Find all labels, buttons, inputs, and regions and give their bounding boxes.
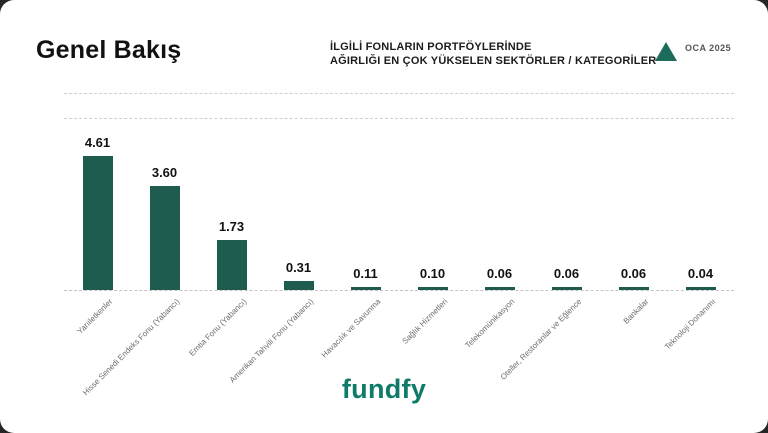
bar xyxy=(82,156,113,290)
triangle-logo-icon xyxy=(655,42,677,61)
bar-value-label: 3.60 xyxy=(151,164,178,180)
bar-column: 0.31 Amerikan Tahvili Fonu (Yabancı) xyxy=(227,80,332,385)
bar-column: 1.73 Emtia Fonu (Yabancı) xyxy=(187,80,265,358)
gridline xyxy=(64,93,734,94)
page-title: Genel Bakış xyxy=(36,36,182,64)
bar-value-label: 0.31 xyxy=(285,260,312,276)
bar xyxy=(551,287,582,290)
bar-column: 0.10 Sağlık Hizmetleri xyxy=(399,80,466,346)
bar xyxy=(216,239,247,290)
bar-column: 0.06 Oteller, Restoranlar ve Eğlence xyxy=(498,80,600,382)
bar-value-label: 0.11 xyxy=(353,265,378,281)
bar xyxy=(149,185,180,290)
gridline xyxy=(64,118,734,119)
chart-baseline xyxy=(64,290,734,291)
bar xyxy=(484,287,515,290)
chart-subtitle-line1: İLGİLİ FONLARIN PORTFÖYLERİNDE xyxy=(330,41,532,53)
chart-subtitle-line2: AĞIRLIĞI EN ÇOK YÜKSELEN SEKTÖRLER / KAT… xyxy=(330,55,657,67)
bar-value-label: 1.73 xyxy=(218,218,245,234)
period-block: OCA 2025 xyxy=(655,42,731,61)
bar-value-label: 0.04 xyxy=(687,266,714,281)
bar xyxy=(417,287,448,290)
brand-logo: fundfy xyxy=(341,374,427,404)
bar-value-label: 4.61 xyxy=(84,135,111,151)
chart-subtitle: İLGİLİ FONLARIN PORTFÖYLERİNDE AĞIRLIĞI … xyxy=(330,40,656,68)
bar-value-label: 0.06 xyxy=(553,266,580,281)
period-label: OCA 2025 xyxy=(685,43,732,53)
bar-value-label: 0.10 xyxy=(419,266,446,281)
bar xyxy=(350,286,381,290)
bar-column: 4.61 Yarıiletkenler xyxy=(64,80,131,336)
bar-column: 0.06 Telekomünikasyon xyxy=(463,80,533,350)
bar-value-label: 0.06 xyxy=(486,266,513,281)
bar xyxy=(283,281,314,290)
bar xyxy=(618,287,649,290)
bar-column: 0.04 Teknoloji Donanımı xyxy=(662,80,734,351)
bar-column: 0.06 Bankalar xyxy=(600,80,667,326)
bar-column: 3.60 Hisse Senedi Endeks Fonu (Yabancı) xyxy=(81,80,198,398)
bar-value-label: 0.06 xyxy=(620,266,647,281)
bar-column: 0.11 Havacılık ve Savunma xyxy=(319,80,399,360)
bar xyxy=(685,287,716,290)
bars-container: 4.61 Yarıiletkenler 3.60 Hisse Senedi Endek… xyxy=(64,80,734,398)
